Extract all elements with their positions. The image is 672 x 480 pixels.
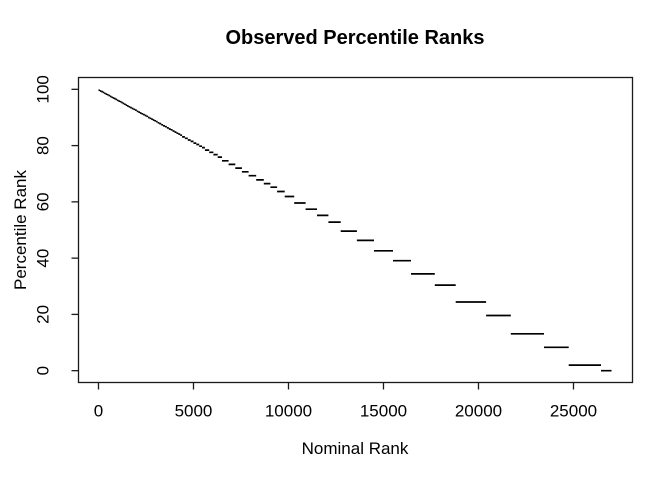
plot-box [77, 76, 634, 384]
x-axis-label: Nominal Rank [301, 439, 409, 458]
chart-title: Observed Percentile Ranks [225, 27, 485, 49]
y-tick-label: 100 [34, 75, 53, 103]
y-tick-label: 20 [34, 305, 53, 324]
y-tick-label: 40 [34, 249, 53, 268]
y-tick-label: 80 [34, 136, 53, 155]
y-axis-label: Percentile Rank [11, 169, 30, 291]
x-tick-label: 0 [94, 402, 103, 421]
y-tick-label: 0 [34, 366, 53, 375]
y-tick-label: 60 [34, 192, 53, 211]
x-tick-label: 10000 [265, 402, 312, 421]
percentile-step-series [98, 89, 612, 372]
x-tick-label: 20000 [455, 402, 502, 421]
x-tick-label: 5000 [175, 402, 213, 421]
x-tick-label: 25000 [550, 402, 597, 421]
x-tick-label: 15000 [360, 402, 407, 421]
